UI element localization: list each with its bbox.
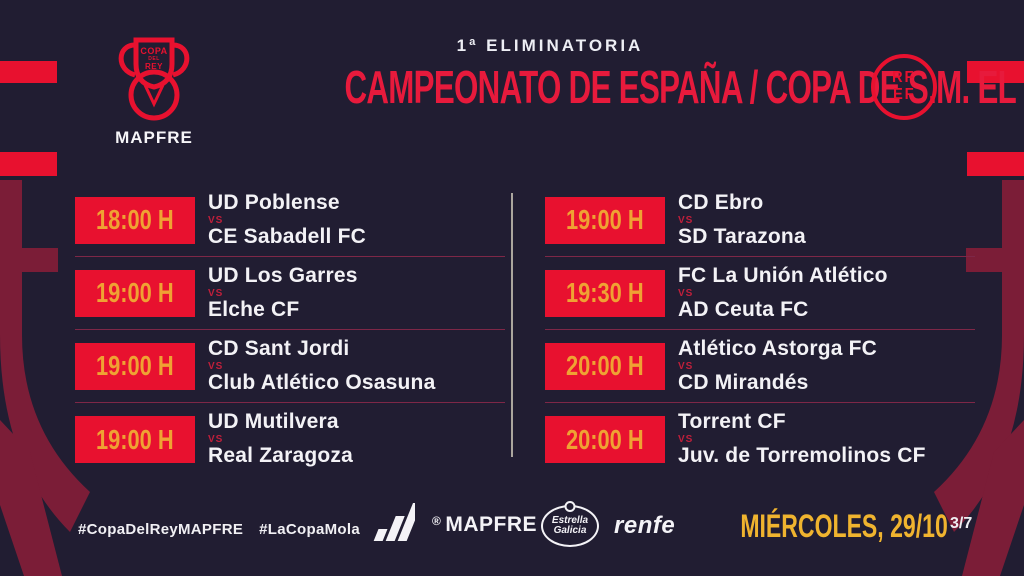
copa-del-rey-logo: COPA DEL REY MAPFRE — [96, 34, 212, 148]
away-team: Real Zaragoza — [208, 444, 353, 467]
home-team: Atlético Astorga FC — [678, 336, 878, 360]
home-team: UD Poblense — [208, 190, 340, 214]
match-date: MIÉRCOLES, 29/10 — [740, 508, 948, 544]
vs-label: VS — [678, 287, 694, 299]
match-teams: CD Sant Jordi VS Club Atlético Osasuna — [208, 336, 436, 394]
fixture-row: 19:30 H FC La Unión Atlético VS AD Ceuta… — [545, 257, 975, 330]
copa-logo-line1: COPA — [140, 46, 168, 56]
away-team: AD Ceuta FC — [678, 297, 809, 321]
kickoff-time-badge: 19:30 H — [545, 269, 665, 317]
column-divider — [511, 193, 513, 457]
home-team: CD Sant Jordi — [208, 336, 350, 360]
round-label: 1ª ELIMINATORIA — [456, 36, 644, 55]
vs-label: VS — [678, 434, 694, 445]
match-teams: UD Mutilvera VS Real Zaragoza — [208, 411, 353, 467]
home-team: UD Mutilvera — [208, 410, 339, 434]
trophy-icon — [118, 37, 190, 121]
home-team: CD Ebro — [678, 190, 764, 214]
copa-logo-line3: REY — [145, 62, 163, 71]
mapfre-logo-header: MAPFRE — [115, 128, 193, 147]
kickoff-time-badge: 20:00 H — [545, 416, 665, 463]
match-teams: UD Los Garres VS Elche CF — [208, 263, 358, 321]
kickoff-time-badge: 18:00 H — [75, 196, 195, 244]
fixture-row: 19:00 H UD Los Garres VS Elche CF — [75, 257, 505, 330]
estrella-star-icon — [564, 501, 576, 512]
kickoff-time-badge: 19:00 H — [75, 269, 195, 317]
match-teams: UD Poblense VS CE Sabadell FC — [208, 190, 367, 248]
fixtures-column-right: 19:00 H CD Ebro VS SD Tarazona 19:30 H F… — [545, 184, 975, 476]
fixture-row: 19:00 H UD Mutilvera VS Real Zaragoza — [75, 403, 505, 476]
kickoff-time-badge: 19:00 H — [75, 416, 195, 463]
estrella-galicia-logo: Estrella Galicia — [541, 501, 599, 547]
away-team: CE Sabadell FC — [208, 224, 367, 248]
rfef-logo: RF EF — [871, 54, 937, 120]
hashtag-lacopamola: #LaCopaMola — [259, 521, 360, 538]
fixture-row: 20:00 H Torrent CF VS Juv. de Torremolin… — [545, 403, 975, 476]
fixtures-column-left: 18:00 H UD Poblense VS CE Sabadell FC 19… — [75, 184, 505, 476]
match-teams: FC La Unión Atlético VS AD Ceuta FC — [678, 263, 888, 321]
vs-label: VS — [208, 434, 224, 445]
kickoff-time-badge: 19:00 H — [75, 342, 195, 390]
mapfre-logo-footer: ® MAPFRE — [432, 513, 538, 536]
match-teams: Atlético Astorga FC VS CD Mirandés — [678, 336, 878, 394]
home-team: FC La Unión Atlético — [678, 263, 888, 287]
vs-label: VS — [208, 360, 224, 372]
vs-label: VS — [208, 287, 224, 299]
away-team: Elche CF — [208, 297, 300, 321]
page-title: CAMPEONATO DE ESPAÑA / COPA DE S.M. EL R… — [344, 61, 1024, 113]
away-team: CD Mirandés — [678, 370, 809, 394]
copa-logo-line2: DEL — [148, 56, 160, 62]
match-teams: Torrent CF VS Juv. de Torremolinos CF — [678, 411, 926, 467]
vs-label: VS — [208, 214, 224, 226]
hashtag-copadelrey: #CopaDelReyMAPFRE — [78, 521, 244, 538]
fixture-row: 19:00 H CD Sant Jordi VS Club Atlético O… — [75, 330, 505, 403]
away-team: Club Atlético Osasuna — [208, 370, 436, 394]
away-team: SD Tarazona — [678, 224, 806, 248]
away-team: Juv. de Torremolinos CF — [678, 444, 926, 467]
copa-logo-text: COPA DEL REY — [104, 47, 204, 71]
match-teams: CD Ebro VS SD Tarazona — [678, 190, 806, 248]
vs-label: VS — [678, 214, 694, 226]
vs-label: VS — [678, 360, 694, 372]
renfe-logo: renfe — [614, 512, 676, 539]
hashtags: #CopaDelReyMAPFRE #LaCopaMola — [78, 521, 376, 538]
registered-mark-icon: ® — [432, 514, 442, 528]
home-team: UD Los Garres — [208, 263, 358, 287]
page-indicator: 3/7 — [950, 515, 973, 532]
kickoff-time-badge: 20:00 H — [545, 342, 665, 390]
home-team: Torrent CF — [678, 410, 786, 434]
fixture-row: 20:00 H Atlético Astorga FC VS CD Mirand… — [545, 330, 975, 403]
fixture-row: 19:00 H CD Ebro VS SD Tarazona — [545, 184, 975, 257]
fixture-row: 18:00 H UD Poblense VS CE Sabadell FC — [75, 184, 505, 257]
kickoff-time-badge: 19:00 H — [545, 196, 665, 244]
adidas-logo — [365, 503, 422, 546]
